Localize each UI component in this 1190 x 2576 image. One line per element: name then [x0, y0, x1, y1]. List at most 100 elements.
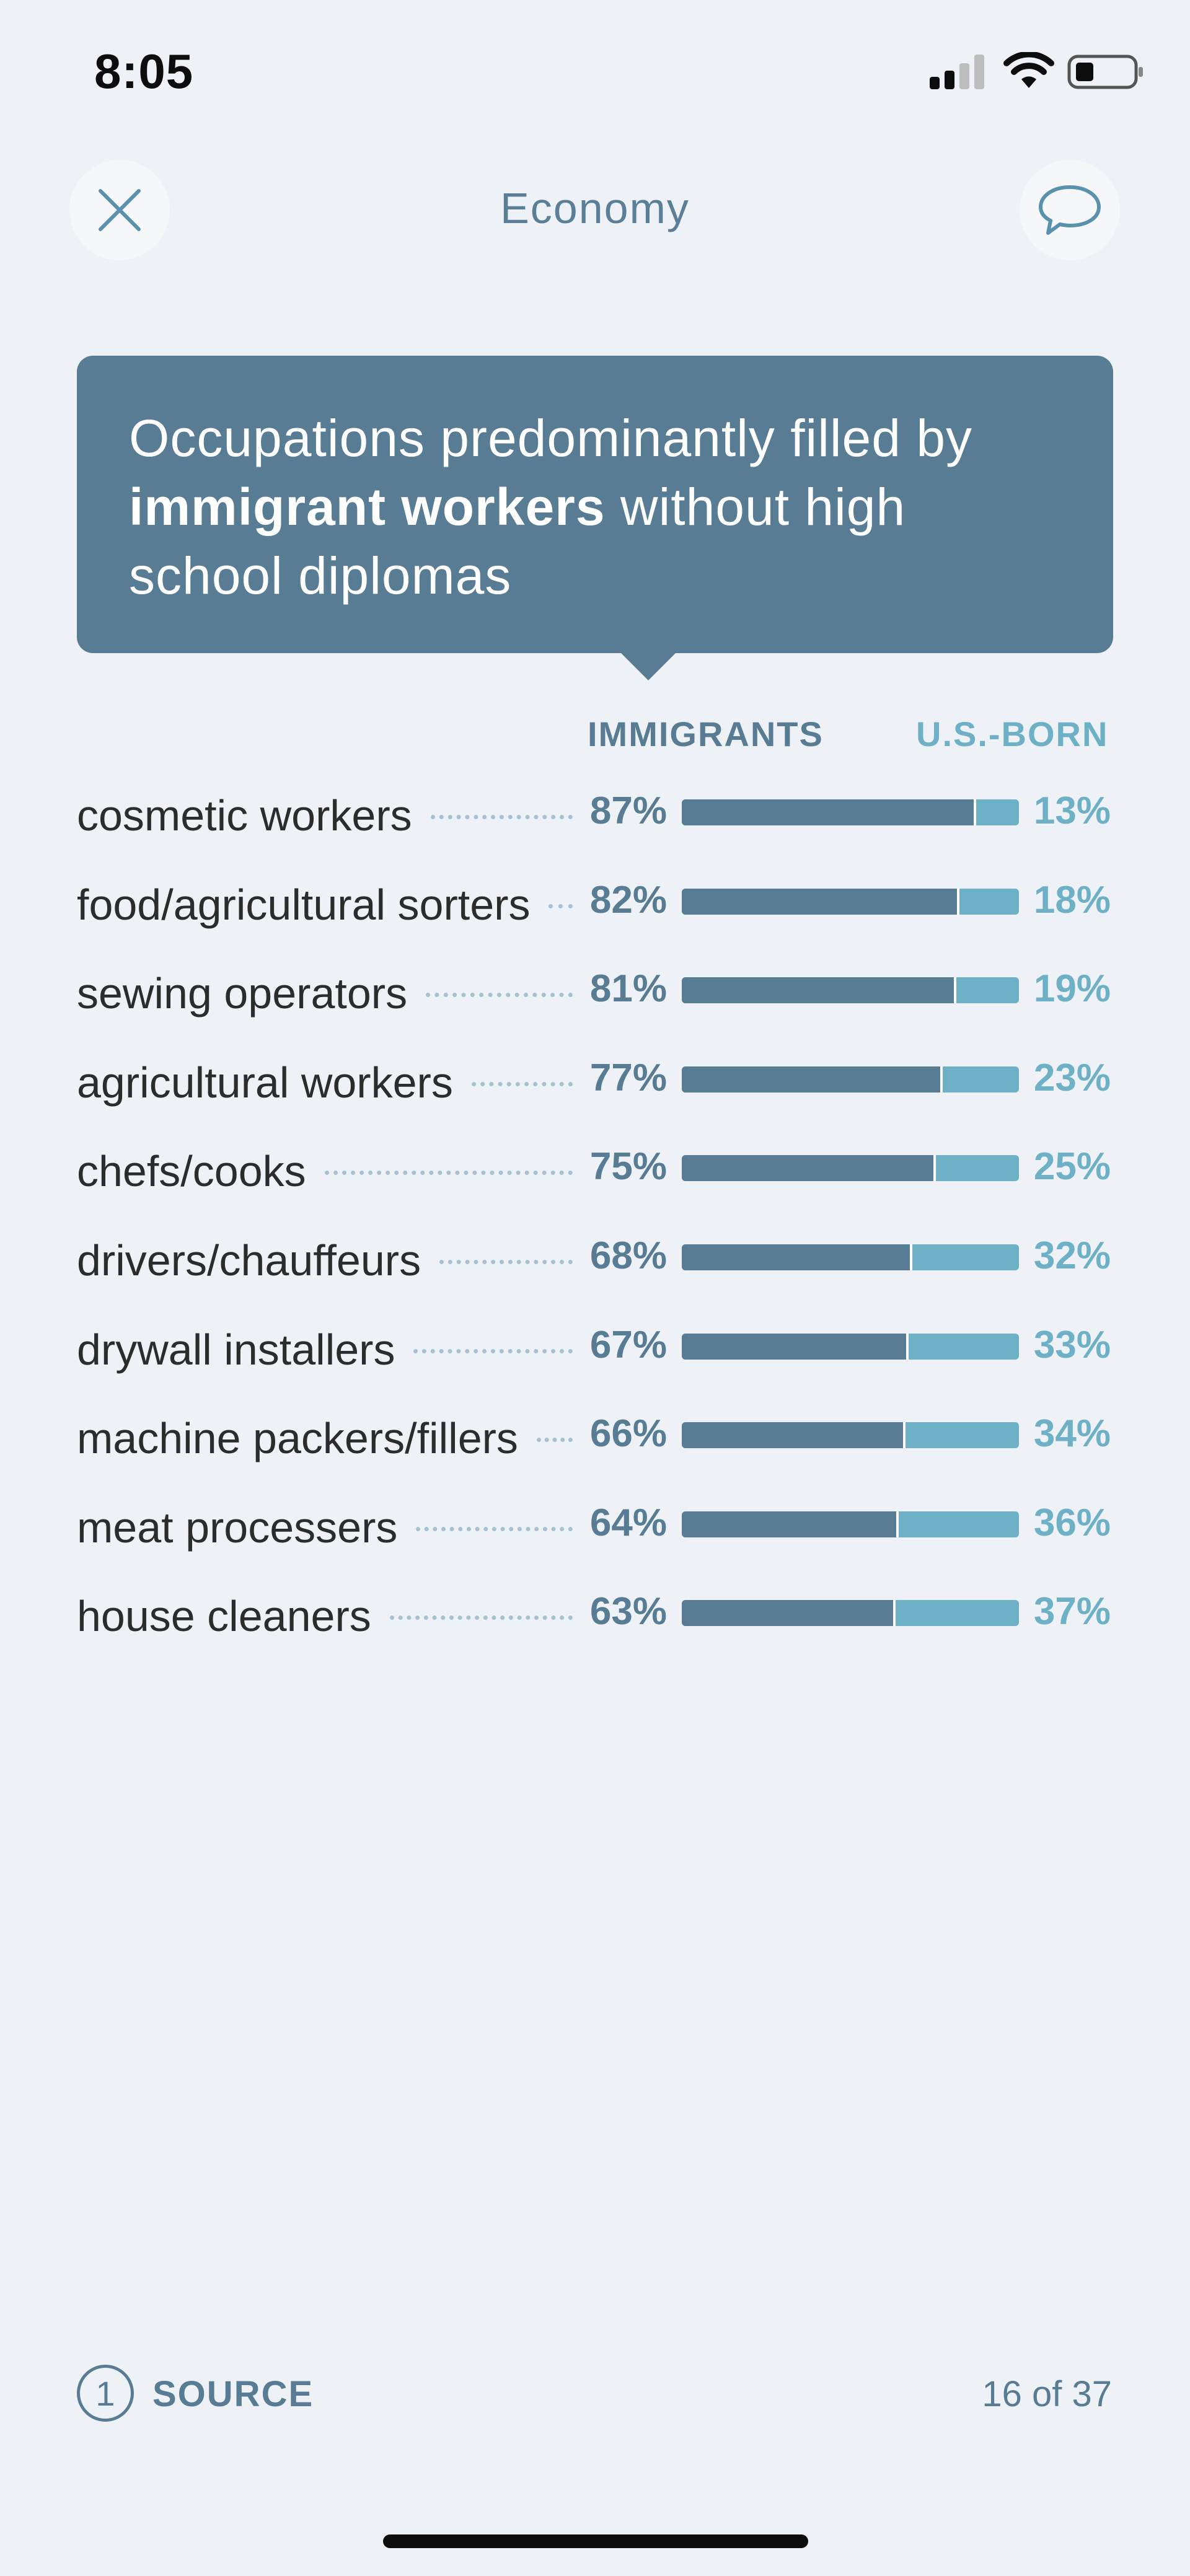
home-indicator[interactable]: [383, 2534, 808, 2548]
close-button[interactable]: [69, 160, 170, 260]
bar-divider: [896, 1511, 899, 1537]
leader-dots: [537, 1438, 573, 1443]
battery-icon: [1067, 55, 1143, 89]
immigrant-value-label: 75%: [589, 1145, 667, 1189]
bar-divider: [974, 799, 977, 825]
bar-immigrants: [682, 977, 955, 1004]
source-button[interactable]: SOURCE: [152, 2374, 314, 2414]
us-born-value-label: 25%: [1033, 1145, 1111, 1189]
immigrant-value-label: 81%: [589, 967, 667, 1011]
category-label: chefs/cooks: [77, 1147, 306, 1196]
chart-row: house cleaners 63% 37%: [0, 1572, 1190, 1661]
category-label: house cleaners: [77, 1592, 371, 1641]
leader-dots: [413, 1348, 573, 1353]
leader-dots: [416, 1526, 573, 1531]
status-time: 8:05: [94, 44, 194, 99]
stacked-bar: [682, 1066, 1019, 1092]
bar-divider: [953, 977, 956, 1004]
leader-dots: [390, 1615, 573, 1620]
chart-title-part1: Occupations predominantly filled by: [129, 409, 973, 467]
category-label: food/agricultural sorters: [77, 880, 531, 929]
category-label: cosmetic workers: [77, 791, 412, 840]
us-born-value-label: 23%: [1033, 1056, 1111, 1099]
us-born-value-label: 37%: [1033, 1590, 1111, 1633]
chart-title-part2: without high school diplomas: [129, 478, 906, 605]
chart-title-card: Occupations predominantly filled by immi…: [77, 356, 1113, 653]
bar-immigrants: [682, 1511, 898, 1537]
chart-row: sewing operators 81% 19%: [0, 949, 1190, 1038]
bar-immigrants: [682, 1333, 908, 1360]
chart-row: cosmetic workers 87% 13%: [0, 771, 1190, 860]
stacked-bar: [682, 1244, 1019, 1270]
immigrant-value-label: 87%: [589, 789, 667, 832]
bar-divider: [892, 1600, 896, 1627]
us-born-value-label: 32%: [1033, 1234, 1111, 1277]
page-title: Economy: [500, 184, 690, 232]
comments-button[interactable]: [1020, 160, 1120, 260]
stacked-bar: [682, 799, 1019, 825]
us-born-value-label: 34%: [1033, 1412, 1111, 1456]
category-label: sewing operators: [77, 969, 408, 1018]
stacked-bar: [682, 977, 1019, 1004]
immigrant-value-label: 67%: [589, 1323, 667, 1366]
chart-row: chefs/cooks 75% 25%: [0, 1127, 1190, 1216]
us-born-value-label: 18%: [1033, 878, 1111, 921]
bar-divider: [906, 1333, 909, 1360]
bar-immigrants: [682, 799, 976, 825]
leader-dots: [439, 1260, 573, 1264]
stacked-bar: [682, 1333, 1019, 1360]
chart-row: agricultural workers 77% 23%: [0, 1038, 1190, 1127]
immigrant-value-label: 68%: [589, 1234, 667, 1277]
chart-row: drivers/chauffeurs 68% 32%: [0, 1216, 1190, 1305]
bar-divider: [933, 1155, 936, 1182]
legend-us-born: U.S.-BORN: [916, 714, 1109, 754]
category-label: machine packers/fillers: [77, 1414, 518, 1463]
chat-bubble-icon: [1039, 185, 1101, 235]
bar-immigrants: [682, 1422, 905, 1449]
leader-dots: [325, 1171, 573, 1176]
stacked-bar: [682, 1422, 1019, 1449]
us-born-value-label: 19%: [1033, 967, 1111, 1011]
signal-icon: [930, 55, 984, 89]
leader-dots: [472, 1081, 573, 1086]
bar-immigrants: [682, 1155, 935, 1182]
immigrant-value-label: 63%: [589, 1590, 667, 1633]
immigrant-value-label: 64%: [589, 1501, 667, 1544]
stacked-bar: [682, 1600, 1019, 1627]
chart-title-emphasis: immigrant workers: [129, 478, 606, 536]
category-label: drywall installers: [77, 1325, 395, 1374]
leader-dots: [549, 903, 573, 908]
title-card-pointer: [619, 651, 678, 680]
page-counter: 16 of 37: [982, 2374, 1112, 2414]
us-born-value-label: 13%: [1033, 789, 1111, 832]
chart-row: food/agricultural sorters 82% 18%: [0, 860, 1190, 949]
chart-row: meat processers 64% 36%: [0, 1483, 1190, 1572]
wifi-icon: [1003, 52, 1054, 88]
chart-row: machine packers/fillers 66% 34%: [0, 1394, 1190, 1483]
us-born-value-label: 33%: [1033, 1323, 1111, 1366]
immigrant-value-label: 66%: [589, 1412, 667, 1456]
bar-immigrants: [682, 888, 959, 915]
leader-dots: [426, 993, 573, 998]
stacked-bar: [682, 1155, 1019, 1182]
category-label: agricultural workers: [77, 1058, 453, 1107]
chart-row: drywall installers 67% 33%: [0, 1305, 1190, 1394]
immigrant-value-label: 82%: [589, 878, 667, 921]
bar-divider: [940, 1066, 943, 1092]
bar-immigrants: [682, 1600, 894, 1627]
bar-divider: [909, 1244, 912, 1270]
category-label: meat processers: [77, 1503, 398, 1552]
category-label: drivers/chauffeurs: [77, 1236, 421, 1285]
bar-divider: [903, 1422, 906, 1449]
source-count-badge[interactable]: 1: [77, 2365, 134, 2422]
leader-dots: [431, 815, 573, 819]
us-born-value-label: 36%: [1033, 1501, 1111, 1544]
close-icon: [99, 189, 141, 231]
bar-immigrants: [682, 1244, 911, 1270]
stacked-bar: [682, 1511, 1019, 1537]
stacked-bar: [682, 888, 1019, 915]
bar-divider: [957, 888, 960, 915]
legend-immigrants: IMMIGRANTS: [588, 714, 824, 754]
bar-immigrants: [682, 1066, 941, 1092]
immigrant-value-label: 77%: [589, 1056, 667, 1099]
